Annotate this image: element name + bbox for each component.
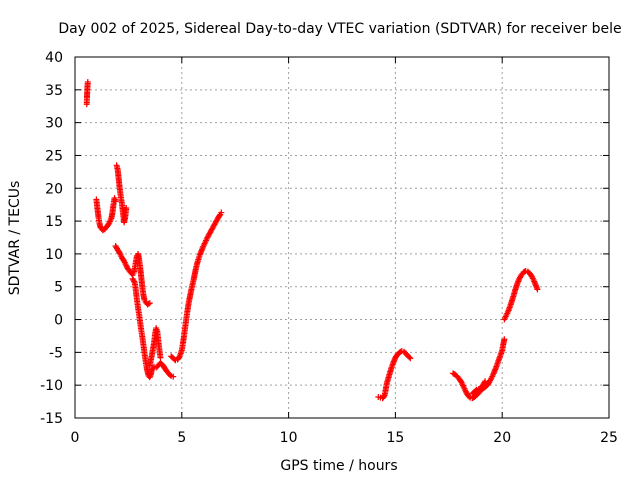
x-tick-label: 25 [600, 430, 618, 446]
series-arc-8 [375, 348, 414, 402]
chart-title: Day 002 of 2025, Sidereal Day-to-day VTE… [58, 21, 621, 37]
data-point [472, 387, 479, 394]
x-tick-label: 5 [177, 430, 186, 446]
data-point [170, 373, 177, 380]
series-arc-10 [469, 378, 489, 397]
series-arc-7 [168, 209, 225, 364]
data-point [145, 300, 152, 307]
data-point [466, 393, 473, 400]
x-tick-label: 20 [493, 430, 511, 446]
axis-ticks: 0 5 10 15 20 25 -15 -10 -5 0 5 10 15 20 25 30 35 40 [40, 50, 618, 446]
x-tick-label: 0 [71, 430, 80, 446]
y-tick-label: 0 [54, 313, 63, 329]
y-tick-label: 35 [45, 83, 63, 99]
data-point [157, 354, 164, 361]
series-arc-4 [112, 243, 153, 308]
x-tick-label: 10 [280, 430, 298, 446]
data-markers [83, 78, 541, 402]
y-tick-label: 5 [54, 280, 63, 296]
series-arc-1 [83, 78, 91, 108]
series-arc-5 [129, 275, 177, 381]
y-tick-label: -15 [40, 411, 63, 427]
data-point [218, 209, 225, 216]
data-point [407, 355, 414, 362]
y-tick-label: 20 [45, 181, 63, 197]
y-tick-label: 40 [45, 50, 63, 66]
data-point [167, 372, 174, 379]
data-point [481, 379, 488, 386]
plot-frame [74, 56, 610, 419]
data-point [149, 365, 156, 372]
series-arc-11 [501, 267, 541, 323]
data-point [216, 212, 223, 219]
y-tick-label: 10 [45, 247, 63, 263]
series-arc-3 [113, 162, 130, 226]
y-tick-label: -10 [40, 378, 63, 394]
y-tick-label: 15 [45, 214, 63, 230]
data-point [131, 278, 138, 285]
data-point [84, 78, 91, 85]
data-point [406, 354, 413, 361]
data-point [123, 204, 130, 211]
data-point [146, 300, 153, 307]
grid [75, 57, 609, 418]
series-arc-2 [93, 195, 119, 234]
x-tick-label: 15 [386, 430, 404, 446]
y-axis-label: SDTVAR / TECUs [7, 181, 23, 296]
y-tick-label: 25 [45, 148, 63, 164]
data-point [501, 336, 508, 343]
series-arc-6 [146, 325, 164, 369]
data-point [112, 198, 119, 205]
series-arc-9 [450, 336, 508, 402]
data-point [482, 378, 489, 385]
y-tick-label: 30 [45, 116, 63, 132]
y-tick-label: -5 [49, 345, 63, 361]
x-axis-label: GPS time / hours [280, 458, 397, 474]
data-point [534, 286, 541, 293]
